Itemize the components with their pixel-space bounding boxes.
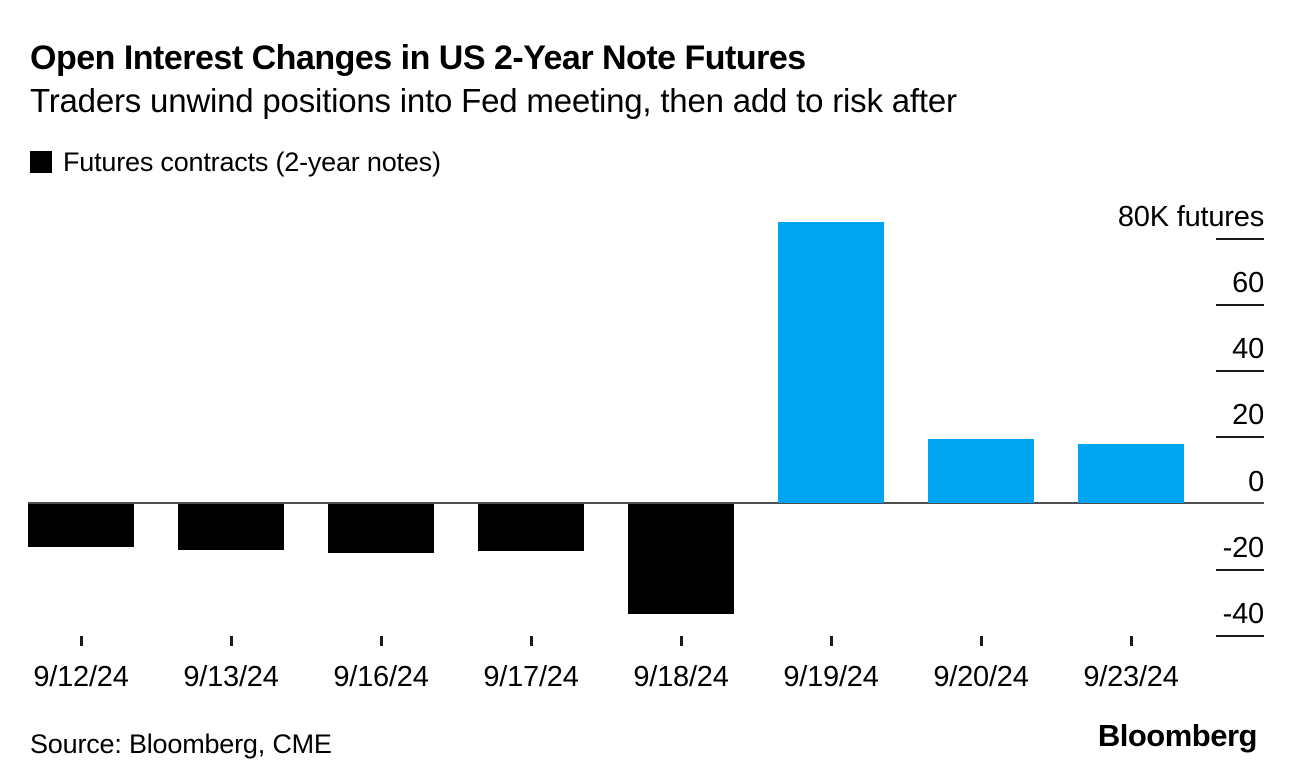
y-axis-label: -20 xyxy=(1222,531,1265,564)
x-axis-label: 9/12/24 xyxy=(33,661,129,693)
source-note: Source: Bloomberg, CME xyxy=(30,729,332,759)
bar xyxy=(478,503,584,552)
bar xyxy=(1078,443,1184,504)
bar xyxy=(178,503,284,550)
y-axis-tick xyxy=(1216,634,1264,637)
bar xyxy=(778,222,884,504)
y-axis-tick xyxy=(1216,237,1264,240)
x-axis-tick xyxy=(229,636,233,646)
y-axis-tick xyxy=(1216,370,1264,373)
y-axis-label: -40 xyxy=(1222,597,1265,630)
x-axis-tick xyxy=(979,636,983,646)
x-axis-label: 9/20/24 xyxy=(933,661,1029,693)
x-axis-label: 9/18/24 xyxy=(633,661,729,693)
x-axis-tick xyxy=(79,636,83,646)
chart-title: Open Interest Changes in US 2-Year Note … xyxy=(30,39,806,77)
x-axis-label: 9/17/24 xyxy=(483,661,579,693)
bar xyxy=(28,503,134,547)
y-axis-tick xyxy=(1216,436,1264,439)
x-axis-tick xyxy=(529,636,533,646)
zero-axis-line xyxy=(28,502,1264,504)
x-axis-tick xyxy=(829,636,833,646)
bloomberg-logo: Bloomberg xyxy=(1097,718,1258,753)
y-axis-label: 60 xyxy=(1232,266,1264,299)
legend-swatch-icon xyxy=(30,151,52,173)
x-axis-label: 9/19/24 xyxy=(783,661,879,693)
bar xyxy=(328,503,434,554)
bar xyxy=(928,438,1034,504)
x-axis-tick xyxy=(679,636,683,646)
x-axis-label: 9/13/24 xyxy=(183,661,279,693)
y-axis-label: 20 xyxy=(1232,399,1264,432)
chart-subtitle: Traders unwind positions into Fed meetin… xyxy=(30,82,957,119)
y-axis-label: 40 xyxy=(1232,333,1264,366)
y-axis-label: 0 xyxy=(1248,465,1264,498)
x-axis-tick xyxy=(379,636,383,646)
x-axis-label: 9/16/24 xyxy=(333,661,429,693)
legend: Futures contracts (2-year notes) xyxy=(30,147,441,177)
legend-label: Futures contracts (2-year notes) xyxy=(63,147,441,177)
y-axis-tick xyxy=(1216,303,1264,306)
x-axis-label: 9/23/24 xyxy=(1083,661,1179,693)
bar xyxy=(628,503,734,615)
y-axis-label: 80K futures xyxy=(1117,200,1264,233)
y-axis-tick xyxy=(1216,568,1264,571)
x-axis-tick xyxy=(1129,636,1133,646)
